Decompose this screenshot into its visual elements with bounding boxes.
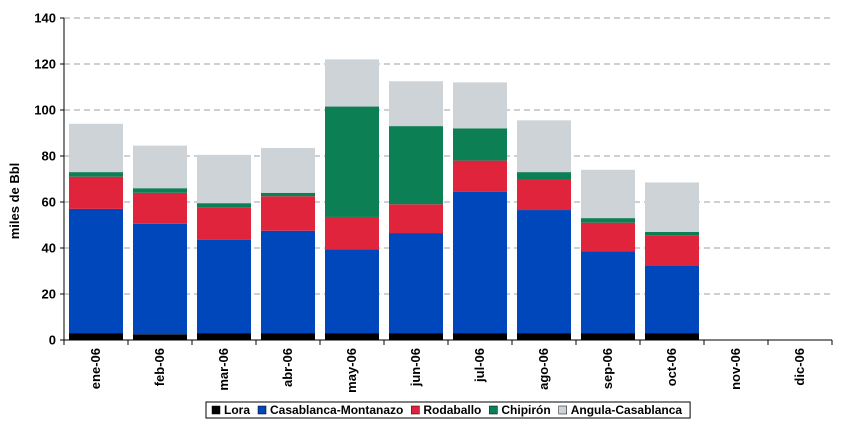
axes	[60, 17, 833, 345]
bar-segment-rodaballo-jun-06	[389, 204, 443, 234]
legend-label: Chipirón	[501, 403, 550, 417]
bar-segment-angula-casablanca-ago-06	[517, 120, 571, 173]
y-axis-label: miles de Bbl	[7, 163, 22, 240]
bar-segment-lora-jul-06	[453, 333, 507, 340]
y-tick-label: 60	[42, 195, 56, 210]
bar-segment-chipir-n-oct-06	[645, 231, 699, 236]
bar-segment-chipir-n-may-06	[325, 106, 379, 217]
x-tick-label: oct-06	[664, 348, 679, 386]
bar-segment-casablanca-montanazo-oct-06	[645, 265, 699, 334]
x-tick-label: jun-06	[408, 348, 423, 387]
x-tick-label: abr-06	[280, 348, 295, 387]
x-tick-label: jul-06	[472, 348, 487, 383]
legend-swatch	[558, 405, 567, 415]
bar-segment-chipir-n-abr-06	[261, 192, 315, 197]
bar-segment-lora-may-06	[325, 333, 379, 340]
bar-segment-chipir-n-mar-06	[197, 203, 251, 208]
bar-segment-angula-casablanca-jul-06	[453, 82, 507, 129]
legend-label: Lora	[224, 403, 250, 417]
bar-segment-casablanca-montanazo-ene-06	[69, 208, 123, 334]
legend-label: Angula-Casablanca	[571, 403, 683, 417]
bar-segment-casablanca-montanazo-abr-06	[261, 230, 315, 334]
bar-segment-angula-casablanca-sep-06	[581, 169, 635, 219]
legend: Lora Casablanca-Montanazo Rodaballo Chipiró…	[205, 401, 691, 419]
bar-segment-lora-feb-06	[133, 334, 187, 340]
y-tick-label: 100	[34, 103, 56, 118]
bar-segment-rodaballo-mar-06	[197, 207, 251, 240]
bar-segment-lora-mar-06	[197, 333, 251, 340]
bar-segment-angula-casablanca-oct-06	[645, 182, 699, 232]
bar-segment-rodaballo-ago-06	[517, 179, 571, 211]
bar-segment-lora-abr-06	[261, 333, 315, 340]
x-tick-labels: ene-06 feb-06 mar-06 abr-06 may-06 jun-06 jul-…	[88, 348, 807, 393]
bar-segment-casablanca-montanazo-mar-06	[197, 239, 251, 334]
legend-swatch	[489, 405, 498, 415]
bar-segment-lora-sep-06	[581, 333, 635, 340]
bar-segment-rodaballo-may-06	[325, 216, 379, 250]
legend-label: Rodaballo	[423, 403, 481, 417]
x-tick-label: nov-06	[728, 348, 743, 390]
y-tick-labels: 0 20 40 60 80 100 120 140	[34, 11, 56, 348]
bar-segment-rodaballo-oct-06	[645, 235, 699, 266]
bar-segment-chipir-n-feb-06	[133, 188, 187, 193]
x-tick-label: mar-06	[216, 348, 231, 391]
bar-segment-casablanca-montanazo-sep-06	[581, 251, 635, 334]
x-tick-label: may-06	[344, 348, 359, 393]
bar-segment-casablanca-montanazo-jul-06	[453, 191, 507, 334]
bar-segment-chipir-n-ago-06	[517, 172, 571, 179]
bar-segment-angula-casablanca-feb-06	[133, 145, 187, 189]
legend-swatch	[257, 405, 267, 415]
x-tick-label: ene-06	[88, 348, 103, 389]
bar-segment-rodaballo-ene-06	[69, 176, 123, 209]
bar-segment-rodaballo-feb-06	[133, 192, 187, 224]
bar-segment-angula-casablanca-mar-06	[197, 154, 251, 204]
bar-segment-casablanca-montanazo-jun-06	[389, 233, 443, 334]
bar-segment-rodaballo-sep-06	[581, 222, 635, 252]
x-tick-label: feb-06	[152, 348, 167, 386]
y-tick-label: 20	[42, 287, 56, 302]
legend-swatch	[211, 405, 221, 415]
bar-segment-angula-casablanca-may-06	[325, 59, 379, 107]
y-tick-label: 120	[34, 57, 56, 72]
x-tick-label: ago-06	[536, 348, 551, 390]
bar-segment-casablanca-montanazo-may-06	[325, 249, 379, 334]
legend-frame	[205, 401, 691, 419]
bar-segment-chipir-n-jun-06	[389, 126, 443, 205]
bar-segment-chipir-n-ene-06	[69, 172, 123, 177]
gridlines	[64, 17, 832, 295]
bar-segment-angula-casablanca-jun-06	[389, 81, 443, 127]
bar-segment-angula-casablanca-ene-06	[69, 123, 123, 173]
y-tick-label: 140	[34, 11, 56, 26]
bar-segment-lora-jun-06	[389, 333, 443, 340]
bar-segment-rodaballo-jul-06	[453, 160, 507, 192]
y-tick-label: 0	[49, 333, 56, 348]
x-tick-label: sep-06	[600, 348, 615, 389]
bar-segment-casablanca-montanazo-ago-06	[517, 210, 571, 334]
y-tick-label: 80	[42, 149, 56, 164]
x-tick-label: dic-06	[792, 348, 807, 386]
legend-swatch	[411, 405, 420, 415]
bar-segment-casablanca-montanazo-feb-06	[133, 223, 187, 335]
bars	[69, 59, 699, 340]
bar-segment-chipir-n-sep-06	[581, 218, 635, 223]
bar-segment-lora-ene-06	[69, 333, 123, 340]
bar-segment-lora-ago-06	[517, 333, 571, 340]
y-tick-label: 40	[42, 241, 56, 256]
bar-segment-rodaballo-abr-06	[261, 196, 315, 231]
bar-segment-lora-oct-06	[645, 333, 699, 340]
bar-segment-chipir-n-jul-06	[453, 128, 507, 161]
legend-label: Casablanca-Montanazo	[270, 403, 403, 417]
bar-segment-angula-casablanca-abr-06	[261, 147, 315, 193]
